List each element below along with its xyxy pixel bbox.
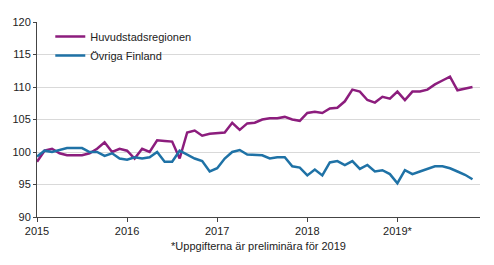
svg-text:2018: 2018 — [295, 225, 319, 237]
svg-text:2017: 2017 — [205, 225, 229, 237]
svg-text:120: 120 — [12, 16, 30, 28]
svg-text:2015: 2015 — [25, 225, 49, 237]
svg-text:Övriga Finland: Övriga Finland — [90, 50, 162, 62]
svg-text:95: 95 — [19, 178, 31, 190]
svg-text:115: 115 — [13, 48, 31, 60]
svg-text:110: 110 — [13, 81, 31, 93]
svg-text:100: 100 — [12, 146, 30, 158]
svg-text:105: 105 — [12, 113, 30, 125]
svg-text:2019*: 2019* — [383, 225, 412, 237]
svg-text:Huvudstadsregionen: Huvudstadsregionen — [90, 31, 191, 43]
svg-text:2016: 2016 — [115, 225, 139, 237]
svg-text:90: 90 — [19, 211, 31, 223]
svg-text:*Uppgifterna är preliminära fö: *Uppgifterna är preliminära för 2019 — [171, 240, 346, 252]
